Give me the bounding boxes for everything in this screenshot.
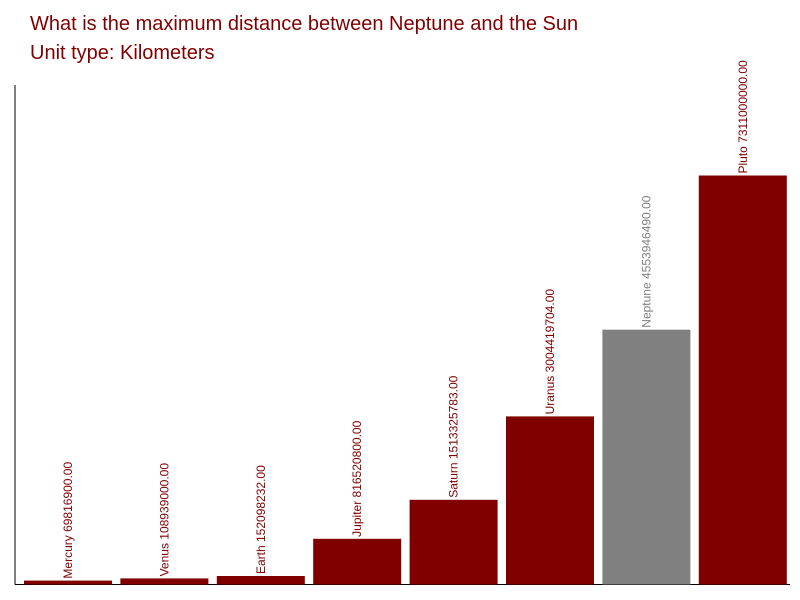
bar-label-jupiter: Jupiter 816520800.00 <box>350 420 364 536</box>
bar-mercury <box>24 580 112 585</box>
bar-label-venus: Venus 108939000.00 <box>157 463 171 577</box>
title-block: What is the maximum distance between Nep… <box>30 10 578 68</box>
bar-label-earth: Earth 152098232.00 <box>254 465 268 574</box>
bar-uranus <box>506 416 594 585</box>
bar-pluto <box>698 175 787 585</box>
bar-label-mercury: Mercury 69816900.00 <box>61 462 75 579</box>
bar-labels-group: Mercury 69816900.00 Venus 108939000.00 Ear… <box>61 60 750 579</box>
bar-label-uranus: Uranus 3004419704.00 <box>543 289 557 415</box>
bar-venus <box>120 578 209 585</box>
bars-group <box>24 175 787 585</box>
chart-subtitle: Unit type: Kilometers <box>30 42 215 64</box>
bar-label-saturn: Saturn 1513325783.00 <box>447 375 461 497</box>
bar-jupiter <box>313 538 402 585</box>
bar-label-pluto: Pluto 7311000000.00 <box>736 60 750 174</box>
bar-neptune <box>602 329 691 585</box>
bar-earth <box>216 576 305 585</box>
chart-title: What is the maximum distance between Nep… <box>30 13 579 35</box>
bar-label-neptune: Neptune 4553946490.00 <box>639 195 653 327</box>
bar-saturn <box>409 499 498 585</box>
